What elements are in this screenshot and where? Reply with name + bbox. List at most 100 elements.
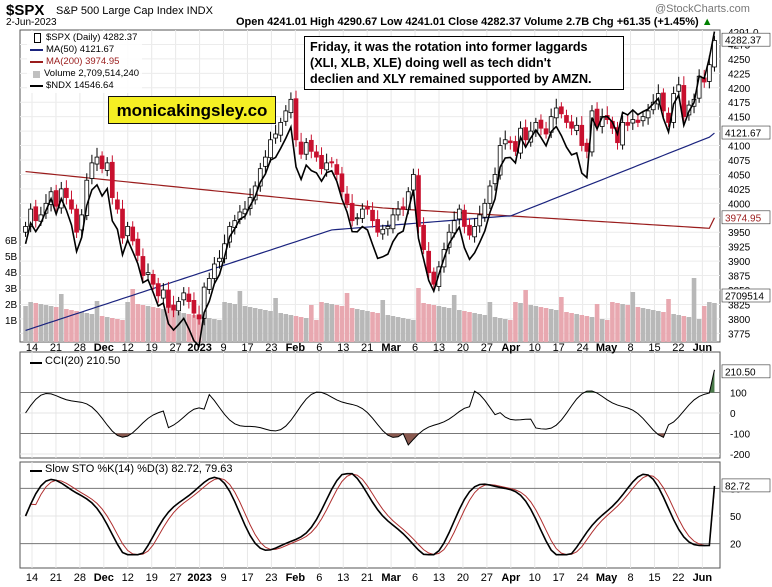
x-axis-label-bottom: 19 (146, 572, 158, 584)
candle (28, 203, 33, 233)
ma50-value-tag-box (721, 125, 771, 140)
candle-body (181, 292, 187, 301)
candle (385, 220, 391, 236)
volume-bar (645, 309, 651, 342)
candle-body (140, 256, 146, 276)
candle-body (130, 226, 136, 242)
chart-date: 2-Jun-2023 (6, 17, 57, 28)
volume-bar (375, 313, 380, 342)
stoch-panel-frame (19, 461, 721, 569)
ma200-value-tag-box (721, 210, 771, 225)
candle-body (171, 304, 176, 311)
candle (594, 102, 600, 132)
candle (201, 282, 207, 326)
candle-body (630, 119, 636, 124)
candle (319, 147, 324, 175)
volume-bar (232, 304, 238, 342)
candle-body (400, 206, 406, 210)
ma200-swatch-icon (30, 61, 43, 63)
candle-body (523, 127, 528, 141)
candle (349, 194, 355, 227)
volume-bar (559, 297, 564, 342)
ma200-line (25, 170, 715, 229)
volume-bar (446, 308, 452, 342)
candle-body (569, 121, 574, 129)
volume-bar (686, 317, 692, 342)
ma50-swatch-icon (30, 49, 43, 51)
volume-bar (354, 309, 360, 342)
stoch-value-tag-box (721, 478, 771, 493)
volume-bar (467, 312, 472, 342)
price-tick-label: 3875 (728, 272, 751, 283)
candle (416, 168, 421, 234)
candle-body (620, 122, 625, 146)
x-axis-label-bottom: 13 (433, 572, 445, 584)
price-tick-label: 4025 (728, 185, 751, 196)
volume-bar (23, 306, 28, 342)
candle (640, 110, 646, 127)
candle (160, 283, 166, 303)
volume-bar (421, 303, 426, 342)
candle-body (431, 271, 437, 285)
candle (176, 296, 181, 316)
symbol-description: S&P 500 Large Cap Index INDX (56, 5, 213, 17)
candle-body (462, 209, 467, 227)
candle (23, 221, 28, 237)
candle-body (344, 193, 350, 204)
candle (507, 136, 513, 150)
x-axis-label-bottom: 22 (672, 572, 684, 584)
volume-bar (303, 318, 309, 342)
x-axis-label-bottom: Jun (693, 572, 713, 584)
candle (400, 197, 406, 217)
volume-tick-label: 1B (5, 316, 18, 327)
candle-body (421, 224, 426, 250)
volume-bar (115, 319, 120, 342)
commentary-line-1: Friday, it was the rotation into former … (310, 40, 588, 54)
candle-body (472, 226, 477, 238)
volume-bar (523, 290, 528, 342)
volume-bar (217, 320, 222, 342)
x-axis-label-top: 23 (265, 342, 277, 354)
volume-bar (625, 305, 630, 342)
candle-body (191, 299, 197, 314)
x-axis-label-bottom: 27 (170, 572, 182, 584)
price-panel-frame (19, 29, 721, 343)
x-axis-label-top: 2023 (187, 342, 211, 354)
candle-body (125, 226, 130, 237)
candle-body (564, 115, 569, 123)
x-axis-label-top: Apr (501, 342, 521, 354)
volume-bar (411, 320, 416, 342)
volume-bar (482, 315, 488, 342)
x-axis-label-bottom: 12 (122, 572, 134, 584)
candle (370, 202, 375, 228)
candle-body (487, 185, 493, 204)
candle-body (283, 110, 289, 122)
volume-bars (23, 278, 717, 342)
x-axis-label-bottom: 27 (481, 572, 493, 584)
candle-body (53, 190, 59, 207)
stoch-legend: Slow STO %K(14) %D(3) 82.72, 79.63 (30, 463, 233, 475)
x-axis-label-bottom: Mar (381, 572, 401, 584)
candle (543, 121, 549, 139)
candle (604, 106, 610, 125)
candle-body (553, 107, 559, 119)
candle (115, 191, 120, 214)
volume-bar (508, 320, 513, 342)
candle (538, 114, 544, 136)
volume-bar (293, 316, 299, 342)
candle-body (334, 164, 340, 175)
volume-bar (89, 314, 95, 342)
candle (278, 117, 284, 143)
legend-ndx: $NDX 14546.64 (30, 80, 139, 92)
x-axis-label-top: 27 (170, 342, 182, 354)
volume-bar (344, 293, 350, 342)
price-tick-label: 4100 (728, 142, 751, 153)
volume-bar (161, 309, 166, 342)
x-axis-label-bottom: Feb (286, 572, 306, 584)
x-axis-label-bottom: 20 (457, 572, 469, 584)
candle (365, 200, 370, 215)
candle-body (467, 224, 472, 236)
volume-bar (324, 303, 329, 342)
volume-bar (584, 316, 590, 342)
price-tick-label: 4075 (728, 156, 751, 167)
